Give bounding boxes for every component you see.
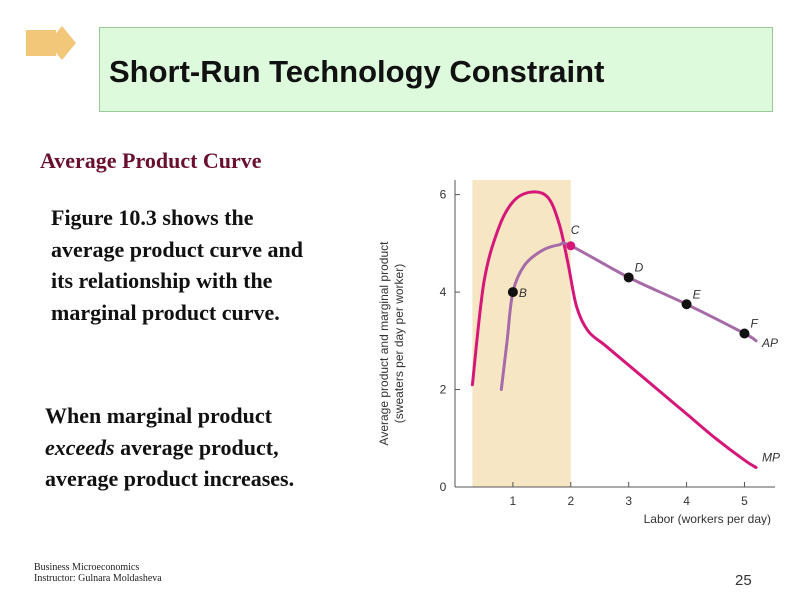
- footer-course: Business Microeconomics: [34, 562, 140, 573]
- series-line-mp: [470, 190, 758, 469]
- data-point-c: [566, 241, 576, 251]
- y-axis-label-line2: (sweaters per day per worker): [392, 264, 406, 423]
- x-axis-label: Labor (workers per day): [644, 512, 771, 525]
- product-curves-chart: 0 2 4 6 1 2 3 4 5 Labor (workers per day) Average …: [377, 180, 780, 525]
- description-paragraph: Figure 10.3 shows the average product cu…: [51, 205, 303, 325]
- key-point-paragraph: When marginal product exceeds average pr…: [45, 400, 315, 495]
- diamond-logo-icon: [26, 26, 76, 60]
- section-subtitle: Average Product Curve: [40, 148, 262, 173]
- x-tick-label: 5: [741, 494, 748, 508]
- y-axis-label-line1: Average product and marginal product: [377, 241, 391, 446]
- footer-credits: Business Microeconomics Instructor: Guln…: [34, 562, 162, 584]
- series-label-mp: MP: [762, 451, 780, 465]
- shaded-region: [472, 180, 571, 487]
- series-line-ap: [499, 241, 758, 391]
- y-tick-label: 4: [440, 285, 447, 299]
- slide-title: Short-Run Technology Constraint: [109, 54, 605, 89]
- y-tick-label: 0: [440, 480, 447, 494]
- y-tick-label: 2: [440, 383, 447, 397]
- footer-instructor: Instructor: Gulnara Moldasheva: [34, 573, 162, 584]
- series-label-ap: AP: [761, 336, 778, 350]
- point-label-c: C: [571, 223, 580, 237]
- x-tick-label: 1: [510, 494, 517, 508]
- point-label-e: E: [693, 287, 702, 301]
- title-banner: Short-Run Technology Constraint: [99, 27, 773, 112]
- point-label-d: D: [635, 260, 644, 274]
- data-point-e: [681, 299, 692, 310]
- emphasis-text: exceeds: [45, 434, 115, 460]
- point-label-b: B: [519, 286, 527, 300]
- data-point-f: [739, 328, 750, 339]
- x-tick-label: 4: [683, 494, 690, 508]
- y-tick-label: 6: [440, 188, 447, 202]
- point-label-f: F: [750, 317, 758, 331]
- key-point-text-start: When marginal product: [45, 403, 272, 428]
- x-tick-label: 3: [625, 494, 632, 508]
- data-point-d: [623, 272, 634, 283]
- key-point-text-end: average product, average product increas…: [45, 434, 295, 492]
- data-point-b: [507, 287, 518, 298]
- x-tick-label: 2: [567, 494, 574, 508]
- page-number: 25: [735, 572, 752, 589]
